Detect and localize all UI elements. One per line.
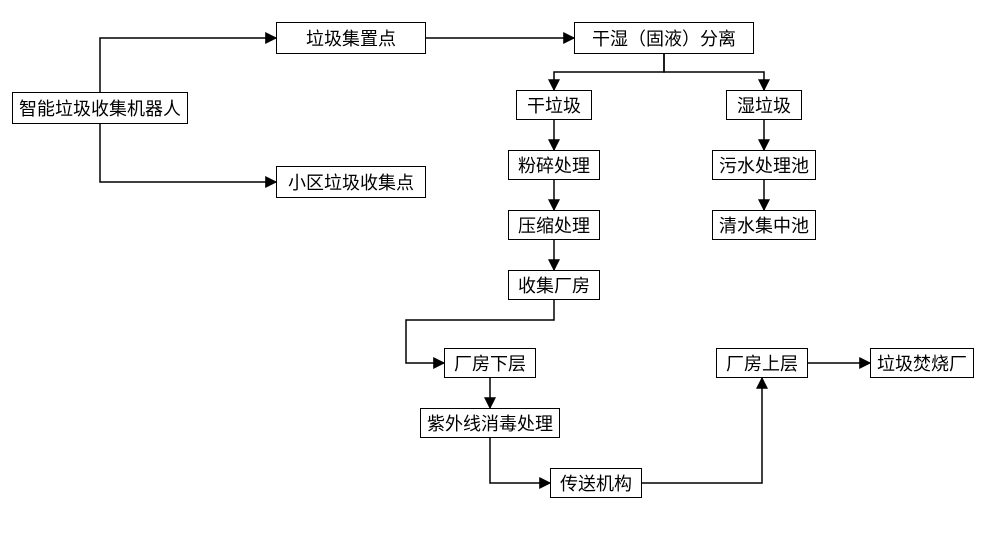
node-label: 小区垃圾收集点 xyxy=(288,169,414,195)
node-community: 小区垃圾收集点 xyxy=(276,166,426,198)
node-label: 垃圾焚烧厂 xyxy=(877,350,967,376)
node-separation: 干湿（固液）分离 xyxy=(574,22,754,54)
node-dry: 干垃圾 xyxy=(516,90,592,120)
node-depot: 垃圾集置点 xyxy=(276,22,426,54)
node-label: 清水集中池 xyxy=(719,212,809,238)
node-sewage: 污水处理池 xyxy=(712,150,816,180)
node-lower: 厂房下层 xyxy=(444,348,536,378)
node-label: 垃圾集置点 xyxy=(306,25,396,51)
node-wet: 湿垃圾 xyxy=(726,90,802,120)
node-convey: 传送机构 xyxy=(550,468,642,498)
node-label: 压缩处理 xyxy=(518,212,590,238)
node-clean: 清水集中池 xyxy=(712,210,816,240)
flowchart-edges xyxy=(0,0,1000,540)
node-uv: 紫外线消毒处理 xyxy=(420,408,560,438)
node-label: 厂房上层 xyxy=(726,350,798,376)
node-label: 智能垃圾收集机器人 xyxy=(19,95,181,121)
node-compress: 压缩处理 xyxy=(508,210,600,240)
node-label: 传送机构 xyxy=(560,470,632,496)
edge-separation-wet xyxy=(664,54,764,90)
node-label: 污水处理池 xyxy=(719,152,809,178)
node-robot: 智能垃圾收集机器人 xyxy=(12,92,188,124)
node-label: 厂房下层 xyxy=(454,350,526,376)
node-crush: 粉碎处理 xyxy=(508,150,600,180)
node-label: 紫外线消毒处理 xyxy=(427,410,553,436)
node-label: 干湿（固液）分离 xyxy=(592,25,736,51)
node-collect: 收集厂房 xyxy=(508,270,600,300)
edge-uv-convey xyxy=(490,438,550,483)
edge-robot-community xyxy=(100,124,276,182)
edge-convey-upper xyxy=(642,378,762,483)
node-label: 粉碎处理 xyxy=(518,152,590,178)
node-label: 干垃圾 xyxy=(527,92,581,118)
node-incinerate: 垃圾焚烧厂 xyxy=(870,348,974,378)
node-label: 湿垃圾 xyxy=(737,92,791,118)
edge-separation-dry xyxy=(554,54,664,90)
edge-robot-depot xyxy=(100,38,276,92)
node-upper: 厂房上层 xyxy=(716,348,808,378)
node-label: 收集厂房 xyxy=(518,272,590,298)
